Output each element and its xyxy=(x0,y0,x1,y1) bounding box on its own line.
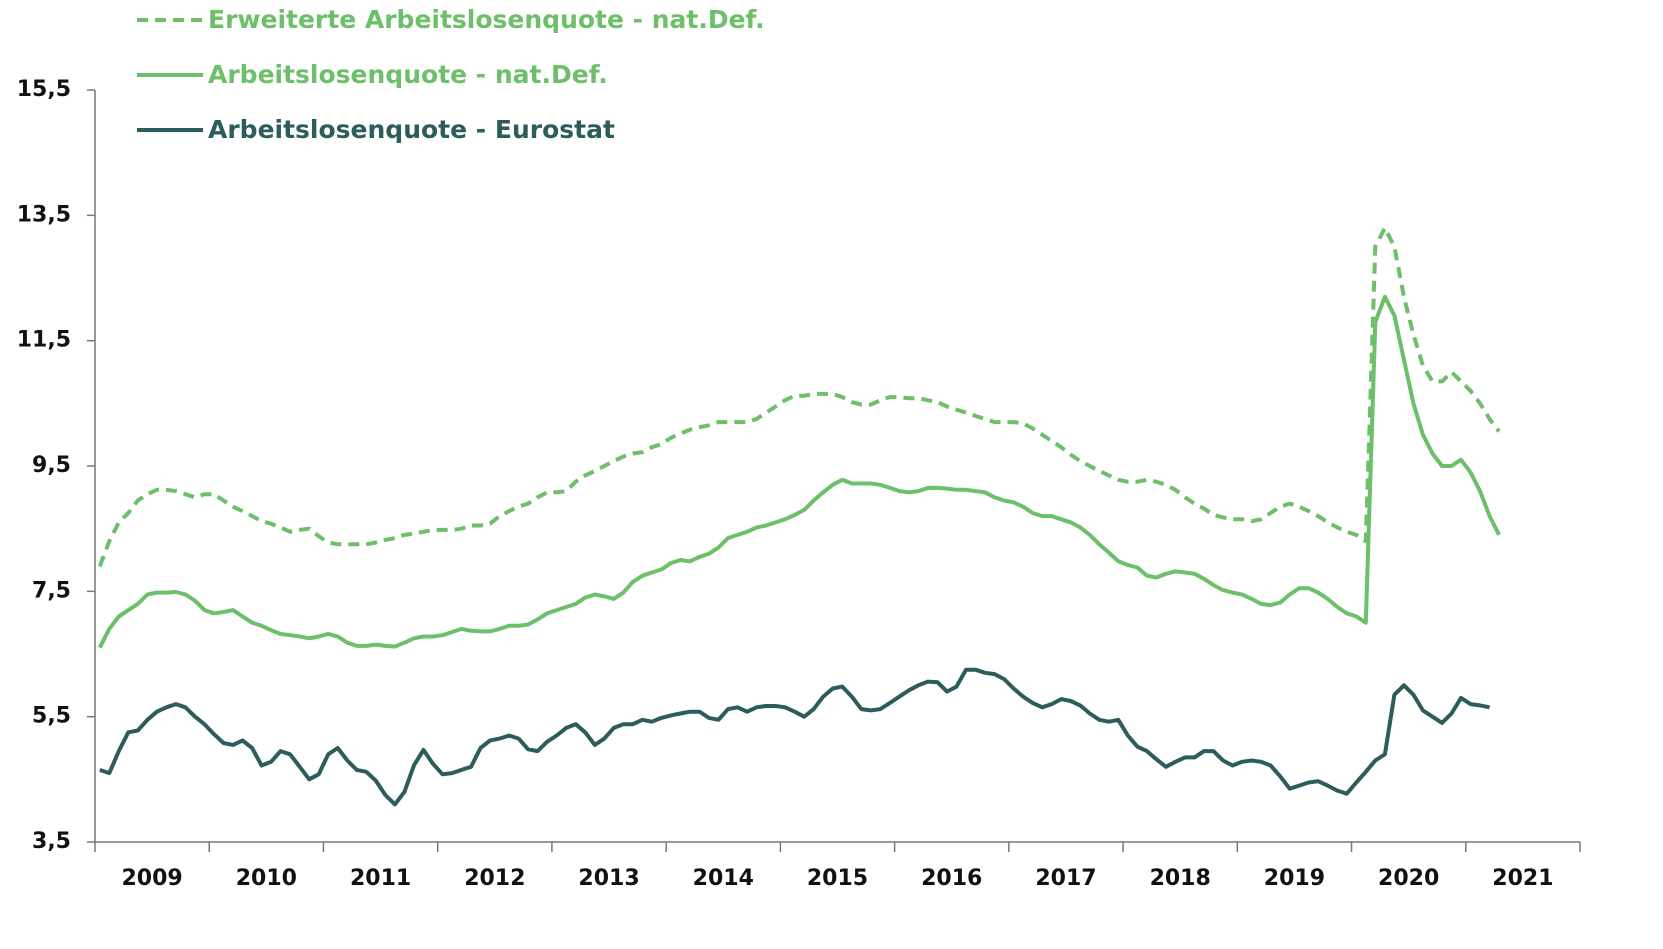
x-tick-label: 2017 xyxy=(1035,866,1096,891)
x-tick-label: 2019 xyxy=(1264,866,1325,891)
y-tick-label: 11,5 xyxy=(17,328,71,353)
x-tick-label: 2009 xyxy=(121,866,182,891)
legend-label: Erweiterte Arbeitslosenquote - nat.Def. xyxy=(208,5,765,34)
x-tick-label: 2016 xyxy=(921,866,982,891)
legend-label: Arbeitslosenquote - nat.Def. xyxy=(208,60,608,89)
x-tick-label: 2015 xyxy=(807,866,868,891)
y-tick-label: 9,5 xyxy=(32,453,71,478)
y-tick-label: 15,5 xyxy=(17,77,71,102)
y-tick-label: 13,5 xyxy=(17,202,71,227)
x-tick-label: 2021 xyxy=(1492,866,1553,891)
x-tick-label: 2011 xyxy=(350,866,411,891)
series-line xyxy=(99,667,1490,807)
x-tick-label: 2012 xyxy=(464,866,525,891)
x-tick-label: 2020 xyxy=(1378,866,1439,891)
series-line xyxy=(97,225,1501,568)
x-tick-label: 2018 xyxy=(1150,866,1211,891)
y-tick-label: 7,5 xyxy=(32,578,71,603)
x-tick-label: 2014 xyxy=(693,866,754,891)
x-tick-label: 2010 xyxy=(236,866,297,891)
x-tick-label: 2013 xyxy=(578,866,639,891)
y-tick-label: 5,5 xyxy=(32,704,71,729)
legend-label: Arbeitslosenquote - Eurostat xyxy=(208,115,615,144)
y-tick-label: 3,5 xyxy=(32,829,71,854)
series-line xyxy=(98,294,1501,649)
